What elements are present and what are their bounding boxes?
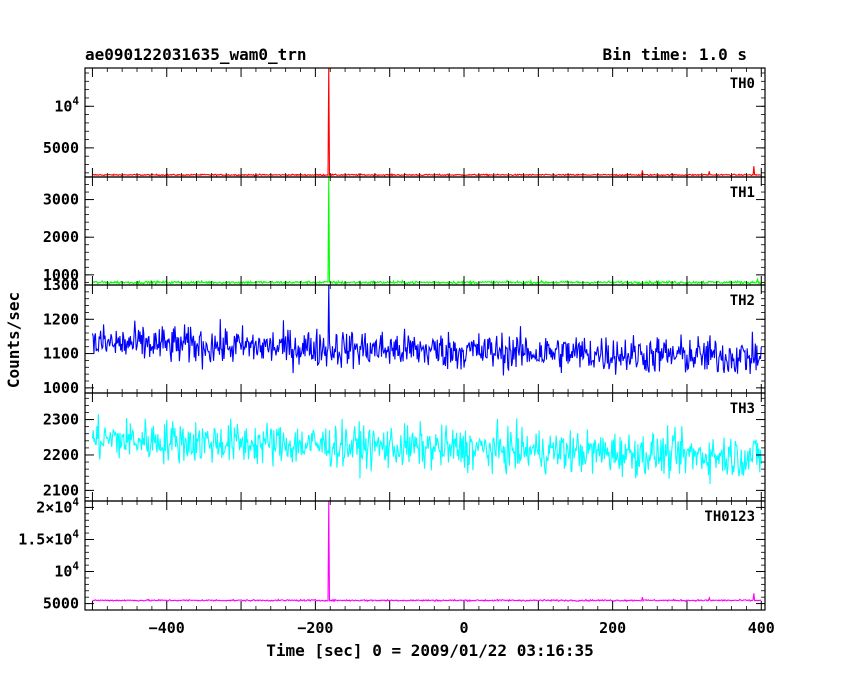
- series-th2: [91, 285, 762, 376]
- y-axis-title: Counts/sec: [4, 292, 23, 388]
- x-tick-label: 0: [460, 619, 469, 637]
- x-tick-label: −400: [149, 619, 185, 637]
- panel-label: TH0123: [704, 509, 755, 525]
- y-tick-label: 1200: [43, 310, 79, 328]
- x-axis-title: Time [sec] 0 = 2009/01/22 03:16:35: [266, 641, 594, 660]
- chart-title: ae090122031635_wam0_trn: [85, 45, 307, 64]
- bin-time-label: Bin time: 1.0 s: [603, 45, 748, 64]
- y-tick-label: 1300: [43, 276, 79, 294]
- panel-label: TH3: [730, 401, 755, 417]
- y-tick-label: 2000: [43, 228, 79, 246]
- panel-th3: 2100 2200 2300 TH3: [43, 392, 766, 502]
- x-tick-label: −200: [297, 619, 333, 637]
- series-th0: [92, 68, 762, 177]
- y-tick-label: 1000: [43, 379, 79, 397]
- series-th0123: [92, 501, 762, 603]
- y-tick-label: 2300: [43, 411, 79, 429]
- y-tick-label: 5000: [43, 139, 79, 157]
- y-tick-label: 1100: [43, 345, 79, 363]
- series-th3: [91, 414, 762, 484]
- y-tick-label: 1.5×104: [18, 527, 79, 548]
- x-tick-label: 400: [748, 619, 775, 637]
- y-tick-label: 2200: [43, 446, 79, 464]
- panel-frame: [84, 67, 766, 178]
- y-tick-label: 5000: [43, 595, 79, 613]
- panel-label: TH0: [730, 76, 755, 92]
- panel-th1: 1000 2000 3000 TH1: [43, 176, 766, 286]
- panel-th2: 1000 1100 1200 1300 TH2: [43, 276, 766, 397]
- panel-frame: [84, 176, 766, 286]
- series-th1: [92, 177, 762, 285]
- panel-label: TH1: [730, 185, 755, 201]
- y-tick-label: 3000: [43, 191, 79, 209]
- y-tick-label: 1000: [43, 266, 79, 284]
- x-tick-label: 200: [599, 619, 626, 637]
- panel-th0123: 5000 104 1.5×104 2×104 TH0123: [18, 495, 766, 613]
- panel-label: TH2: [730, 293, 755, 309]
- panel-th0: 5000 104 TH0: [43, 67, 766, 178]
- y-tick-label: 2×104: [36, 495, 79, 516]
- y-tick-label: 104: [54, 560, 79, 581]
- y-tick-label: 2100: [43, 481, 79, 499]
- y-tick-label: 104: [54, 94, 79, 115]
- panel-frame: [84, 500, 766, 611]
